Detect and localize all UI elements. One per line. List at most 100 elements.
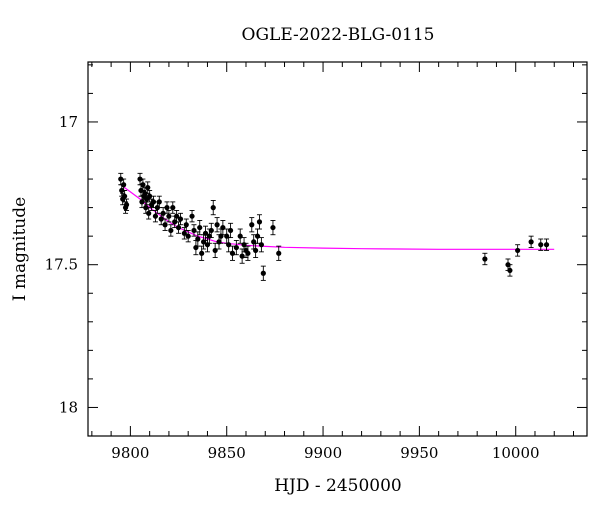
- data-marker: [220, 224, 226, 231]
- data-point: [507, 264, 513, 277]
- data-point: [145, 181, 151, 194]
- data-point: [162, 218, 168, 231]
- data-marker: [121, 182, 127, 188]
- data-point: [137, 172, 143, 186]
- data-marker: [166, 213, 172, 219]
- data-marker: [143, 205, 149, 211]
- data-point: [212, 242, 218, 259]
- data-marker: [199, 250, 205, 256]
- plot-border: [87, 61, 588, 437]
- data-marker: [150, 199, 157, 205]
- data-point: [258, 237, 264, 253]
- data-marker: [152, 213, 159, 219]
- data-point: [147, 190, 153, 203]
- data-point: [249, 217, 255, 233]
- model-curve-group: [120, 184, 555, 250]
- data-marker: [276, 250, 282, 256]
- data-marker: [212, 247, 218, 254]
- data-point: [208, 222, 214, 239]
- data-marker: [191, 227, 197, 234]
- data-marker: [160, 210, 166, 216]
- data-point: [183, 218, 189, 231]
- data-point: [181, 227, 187, 240]
- data-marker: [237, 233, 243, 239]
- data-point: [202, 225, 209, 241]
- data-point: [197, 220, 203, 236]
- data-marker: [233, 244, 239, 251]
- data-point: [515, 244, 521, 257]
- data-point: [168, 224, 174, 237]
- data-marker: [538, 242, 544, 248]
- data-marker: [482, 256, 488, 262]
- data-marker: [208, 227, 214, 234]
- data-point: [270, 220, 276, 236]
- x-tick-label: 9900: [304, 444, 342, 462]
- data-point: [233, 239, 239, 256]
- data-marker: [214, 222, 220, 228]
- data-marker: [189, 213, 195, 219]
- plot-frame: [87, 61, 588, 437]
- data-point: [543, 238, 550, 251]
- y-tick-label: 18: [59, 398, 78, 416]
- data-marker: [174, 213, 180, 219]
- data-point: [256, 214, 263, 230]
- data-marker: [253, 247, 259, 254]
- data-point: [170, 201, 176, 214]
- data-marker: [245, 250, 251, 256]
- data-point: [189, 210, 195, 223]
- data-marker: [195, 236, 201, 242]
- data-marker: [185, 233, 191, 239]
- data-point: [123, 198, 130, 211]
- data-point: [227, 222, 234, 239]
- data-marker: [137, 176, 143, 182]
- data-point: [210, 200, 216, 216]
- model-curve: [120, 184, 555, 250]
- data-marker: [227, 227, 234, 234]
- data-marker: [162, 222, 168, 228]
- data-point: [177, 212, 184, 226]
- y-tick-label: 17: [59, 113, 78, 131]
- data-marker: [156, 199, 162, 205]
- data-marker: [122, 193, 128, 199]
- data-point: [199, 245, 205, 261]
- y-tick-label: 17.5: [45, 256, 78, 274]
- data-point: [175, 221, 182, 234]
- data-marker: [254, 233, 261, 239]
- data-marker: [270, 224, 276, 231]
- data-point: [482, 252, 488, 266]
- data-point: [185, 229, 191, 243]
- data-point: [237, 228, 243, 244]
- data-points-group: [118, 172, 550, 281]
- data-marker: [543, 242, 550, 248]
- data-point: [220, 220, 226, 236]
- axis-ticks: [88, 62, 587, 437]
- data-marker: [177, 216, 184, 222]
- chart-title: OGLE-2022-BLG-0115: [242, 25, 435, 45]
- data-marker: [170, 205, 176, 211]
- data-marker: [260, 270, 266, 276]
- data-marker: [229, 250, 236, 256]
- data-point: [226, 237, 232, 253]
- data-marker: [515, 247, 521, 254]
- x-tick-label: 9950: [400, 444, 438, 462]
- data-point: [146, 207, 152, 220]
- data-marker: [181, 230, 187, 236]
- data-marker: [123, 202, 130, 208]
- data-point: [156, 195, 162, 209]
- data-point: [276, 245, 282, 261]
- data-marker: [210, 205, 216, 211]
- data-marker: [183, 222, 189, 228]
- data-marker: [146, 210, 152, 216]
- data-marker: [118, 176, 124, 182]
- data-marker: [197, 224, 203, 231]
- x-tick-label: 9800: [111, 444, 149, 462]
- axis-tick-labels: 9800 9850 9900 9950 10000 17 17.5 18: [45, 113, 540, 462]
- data-marker: [168, 227, 174, 234]
- data-point: [140, 178, 146, 191]
- data-marker: [147, 193, 153, 199]
- x-tick-label: 10000: [492, 444, 540, 462]
- data-point: [166, 210, 172, 223]
- y-axis-label: I magnitude: [10, 197, 30, 301]
- data-point: [260, 265, 266, 281]
